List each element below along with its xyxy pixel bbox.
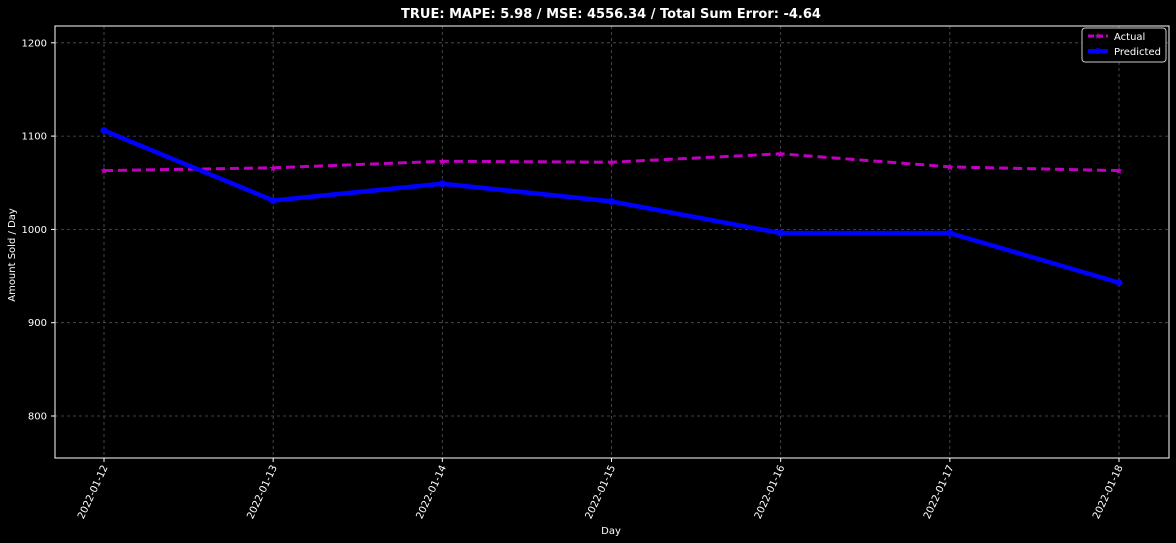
y-tick-label: 800 — [28, 412, 47, 423]
series-line-actual — [103, 152, 1120, 173]
y-axis-label: Amount Sold / Day — [7, 208, 18, 302]
legend-actual-label: Actual — [1114, 32, 1145, 43]
chart-title: TRUE: MAPE: 5.98 / MSE: 4556.34 / Total … — [401, 7, 821, 22]
y-tick-label: 1200 — [22, 38, 47, 49]
data-point-actual: ★ — [776, 149, 785, 160]
data-point-predicted — [438, 180, 446, 188]
x-axis-label: Day — [601, 526, 621, 537]
grid-lines — [55, 26, 1169, 458]
legend-actual-marker: ★ — [1094, 32, 1102, 42]
data-point-actual: ★ — [607, 158, 616, 169]
series-layer: ★ ★ ★ ★ ★ ★ ★ — [100, 127, 1124, 287]
legend-predicted-marker — [1095, 48, 1101, 54]
y-tick-label: 900 — [28, 318, 47, 329]
data-point-predicted — [608, 197, 615, 205]
y-axis: 800 900 1000 1100 1200 — [22, 38, 55, 423]
data-point-actual: ★ — [100, 166, 109, 177]
data-point-actual: ★ — [438, 157, 447, 168]
legend: ★ Actual Predicted — [1081, 27, 1167, 63]
data-point-predicted — [1115, 279, 1123, 287]
data-point-predicted — [946, 229, 954, 237]
data-point-actual: ★ — [1115, 166, 1124, 177]
y-tick-label: 1100 — [22, 132, 47, 143]
data-point-actual: ★ — [945, 162, 954, 173]
data-point-actual: ★ — [269, 163, 278, 174]
data-point-predicted — [777, 229, 785, 237]
legend-predicted-label: Predicted — [1114, 47, 1161, 58]
data-point-predicted — [269, 196, 277, 204]
data-point-predicted — [100, 127, 108, 135]
y-tick-label: 1000 — [22, 225, 47, 236]
